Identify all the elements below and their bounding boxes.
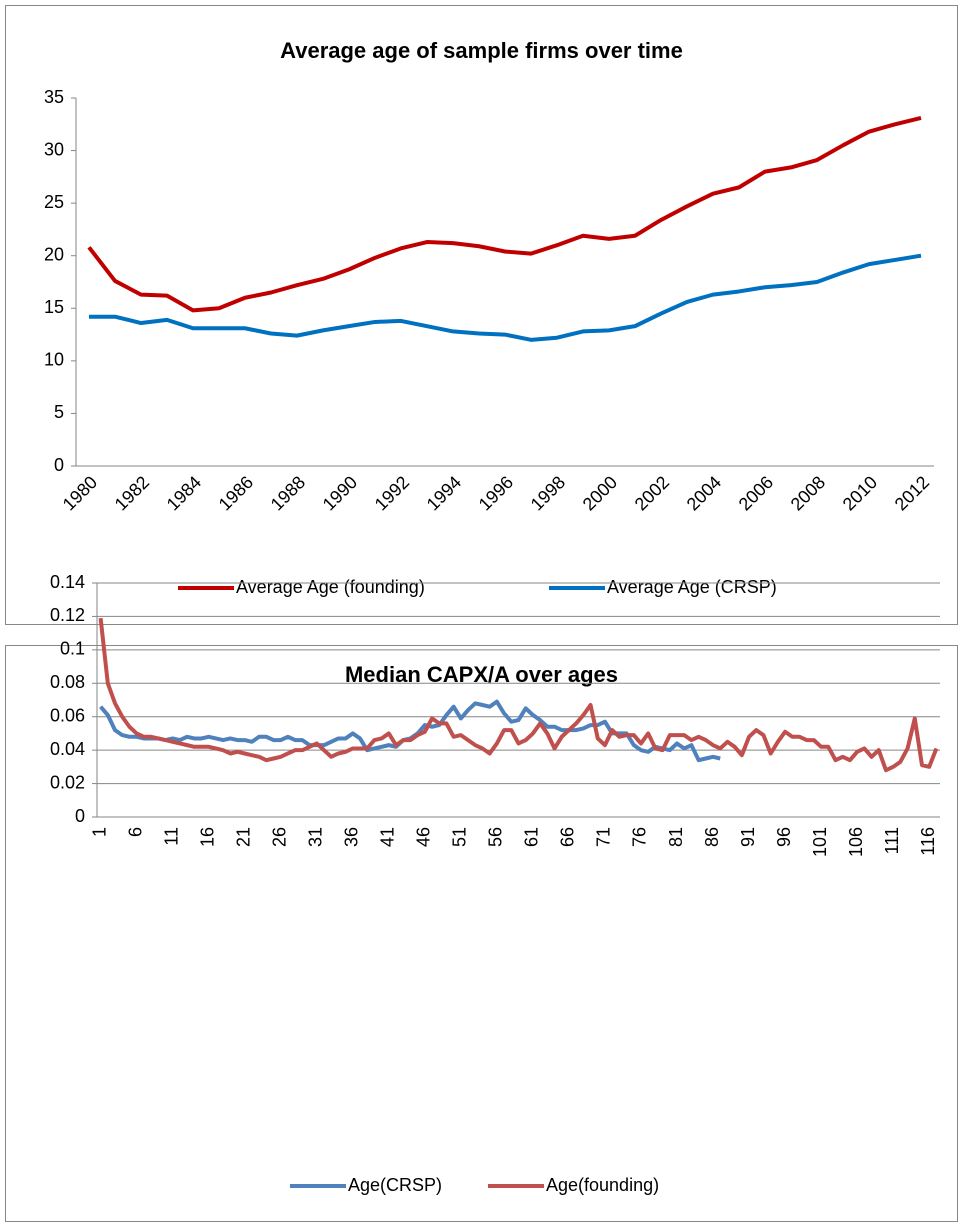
y-tick-label: 0.04 <box>50 739 85 759</box>
y-tick-label: 30 <box>44 139 64 159</box>
chart-title: Average age of sample firms over time <box>280 38 683 63</box>
x-tick-label: 1 <box>89 827 109 837</box>
x-tick-label: 61 <box>522 827 542 847</box>
x-tick-label: 31 <box>306 827 326 847</box>
y-tick-label: 0.12 <box>50 605 85 625</box>
x-tick-label: 11 <box>161 827 181 846</box>
chart-frame <box>5 645 958 1222</box>
x-tick-label: 66 <box>558 827 578 847</box>
y-tick-label: 0 <box>75 806 85 826</box>
x-tick-label: 96 <box>774 827 794 847</box>
chart-frame <box>5 5 958 625</box>
series-line <box>89 253 922 342</box>
y-tick-label: 20 <box>44 244 64 264</box>
x-tick-label: 51 <box>450 827 470 847</box>
y-tick-label: 35 <box>44 87 64 107</box>
x-tick-label: 101 <box>810 827 830 857</box>
series-line <box>98 617 939 773</box>
x-tick-label: 106 <box>846 827 866 857</box>
x-tick-label: 81 <box>666 827 686 847</box>
y-tick-label: 0.02 <box>50 772 85 792</box>
y-tick-label: 0.08 <box>50 672 85 692</box>
legend-label: Age(CRSP) <box>348 1175 442 1195</box>
x-tick-label: 71 <box>594 827 614 847</box>
x-tick-label: 86 <box>702 827 722 847</box>
series-line <box>87 116 922 313</box>
x-tick-label: 36 <box>342 827 362 847</box>
chart-title: Median CAPX/A over ages <box>345 662 618 687</box>
x-tick-label: 6 <box>125 827 145 837</box>
y-tick-label: 15 <box>44 297 64 317</box>
legend-label: Average Age (founding) <box>236 577 425 597</box>
x-tick-label: 21 <box>233 827 253 847</box>
x-tick-label: 41 <box>378 827 398 847</box>
y-tick-label: 0.14 <box>50 572 85 592</box>
legend-label: Average Age (CRSP) <box>607 577 777 597</box>
y-tick-label: 0 <box>54 455 64 475</box>
x-tick-label: 76 <box>630 827 650 847</box>
y-tick-label: 0.06 <box>50 705 85 725</box>
x-tick-label: 91 <box>738 827 758 847</box>
y-tick-label: 0.1 <box>60 639 85 659</box>
y-tick-label: 10 <box>44 350 64 370</box>
x-tick-label: 46 <box>414 827 434 847</box>
x-tick-label: 16 <box>197 827 217 847</box>
x-tick-label: 111 <box>882 827 902 854</box>
x-tick-label: 56 <box>486 827 506 847</box>
x-tick-label: 26 <box>269 827 289 847</box>
y-tick-label: 5 <box>54 402 64 422</box>
y-tick-label: 25 <box>44 192 64 212</box>
legend-label: Age(founding) <box>546 1175 659 1195</box>
x-tick-label: 116 <box>918 827 938 856</box>
